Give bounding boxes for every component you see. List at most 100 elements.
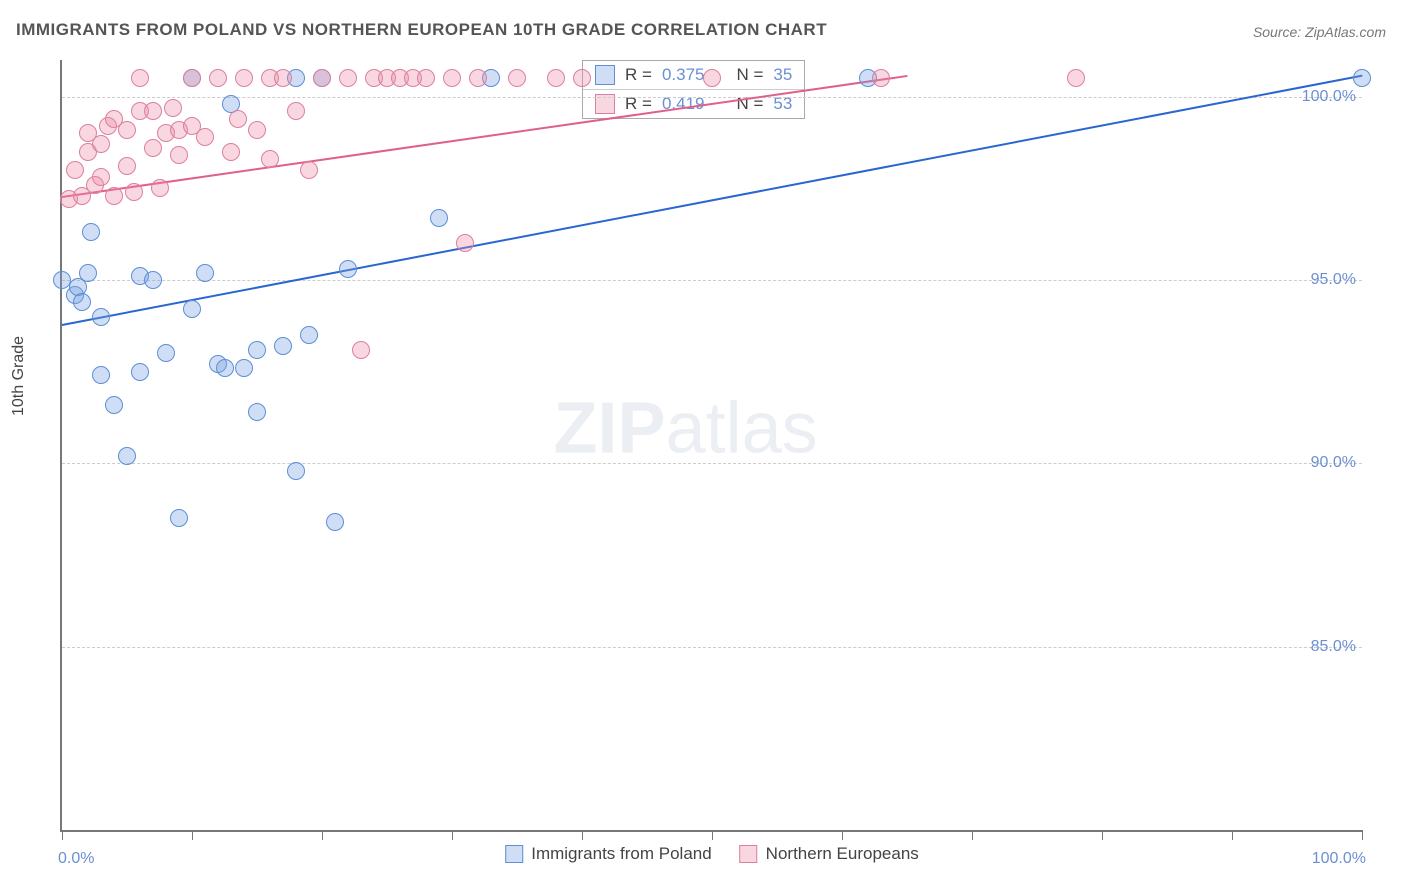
data-point — [151, 179, 169, 197]
data-point — [274, 337, 292, 355]
data-point — [216, 359, 234, 377]
watermark-bold: ZIP — [554, 389, 666, 469]
data-point — [164, 99, 182, 117]
x-tick — [452, 830, 453, 840]
data-point — [469, 69, 487, 87]
gridline — [62, 647, 1362, 648]
data-point — [82, 223, 100, 241]
data-point — [131, 69, 149, 87]
data-point — [209, 69, 227, 87]
x-tick — [972, 830, 973, 840]
legend-item-series2: Northern Europeans — [740, 844, 919, 864]
data-point — [196, 128, 214, 146]
x-tick — [842, 830, 843, 840]
data-point — [300, 161, 318, 179]
data-point — [261, 150, 279, 168]
gridline — [62, 463, 1362, 464]
data-point — [105, 187, 123, 205]
swatch-series1-icon — [505, 845, 523, 863]
legend-label: Immigrants from Poland — [531, 844, 711, 864]
x-tick — [1102, 830, 1103, 840]
y-tick-label: 90.0% — [1311, 454, 1356, 472]
data-point — [118, 121, 136, 139]
x-tick — [1362, 830, 1363, 840]
data-point — [872, 69, 890, 87]
data-point — [157, 344, 175, 362]
data-point — [274, 69, 292, 87]
data-point — [235, 359, 253, 377]
n-label: N = — [736, 65, 763, 85]
data-point — [183, 300, 201, 318]
data-point — [339, 69, 357, 87]
x-tick — [62, 830, 63, 840]
swatch-series1-icon — [595, 65, 615, 85]
data-point — [326, 513, 344, 531]
r-label: R = — [625, 65, 652, 85]
data-point — [92, 308, 110, 326]
data-point — [79, 264, 97, 282]
data-point — [443, 69, 461, 87]
y-tick-label: 100.0% — [1302, 88, 1356, 106]
data-point — [287, 462, 305, 480]
x-tick-label-right: 100.0% — [1312, 850, 1366, 868]
data-point — [1353, 69, 1371, 87]
x-tick — [1232, 830, 1233, 840]
x-tick — [192, 830, 193, 840]
data-point — [144, 271, 162, 289]
data-point — [573, 69, 591, 87]
r-value: 0.375 — [662, 65, 705, 85]
data-point — [417, 69, 435, 87]
data-point — [287, 102, 305, 120]
data-point — [430, 209, 448, 227]
data-point — [183, 69, 201, 87]
data-point — [125, 183, 143, 201]
data-point — [131, 363, 149, 381]
data-point — [92, 135, 110, 153]
data-point — [339, 260, 357, 278]
data-point — [144, 102, 162, 120]
stats-legend-box: R = 0.375 N = 35 R = 0.419 N = 53 — [582, 60, 805, 119]
y-tick-label: 95.0% — [1311, 271, 1356, 289]
legend-item-series1: Immigrants from Poland — [505, 844, 711, 864]
watermark-light: atlas — [666, 389, 818, 469]
data-point — [229, 110, 247, 128]
swatch-series2-icon — [740, 845, 758, 863]
data-point — [300, 326, 318, 344]
data-point — [118, 157, 136, 175]
x-tick — [712, 830, 713, 840]
data-point — [118, 447, 136, 465]
data-point — [92, 168, 110, 186]
data-point — [248, 341, 266, 359]
trend-line — [62, 75, 907, 198]
data-point — [547, 69, 565, 87]
data-point — [196, 264, 214, 282]
y-tick-label: 85.0% — [1311, 638, 1356, 656]
x-tick — [582, 830, 583, 840]
data-point — [170, 509, 188, 527]
data-point — [248, 403, 266, 421]
data-point — [66, 161, 84, 179]
data-point — [222, 143, 240, 161]
data-point — [248, 121, 266, 139]
stats-row-series1: R = 0.375 N = 35 — [583, 61, 804, 90]
data-point — [73, 293, 91, 311]
data-point — [352, 341, 370, 359]
data-point — [1067, 69, 1085, 87]
y-axis-label: 10th Grade — [10, 336, 28, 416]
data-point — [92, 366, 110, 384]
watermark: ZIPatlas — [554, 388, 818, 470]
n-value: 35 — [773, 65, 792, 85]
plot-area: ZIPatlas R = 0.375 N = 35 R = 0.419 N = … — [60, 60, 1362, 832]
data-point — [144, 139, 162, 157]
data-point — [456, 234, 474, 252]
x-tick-label-left: 0.0% — [58, 850, 94, 868]
data-point — [508, 69, 526, 87]
data-point — [105, 396, 123, 414]
data-point — [170, 146, 188, 164]
data-point — [703, 69, 721, 87]
gridline — [62, 97, 1362, 98]
data-point — [313, 69, 331, 87]
chart-title: IMMIGRANTS FROM POLAND VS NORTHERN EUROP… — [16, 20, 827, 40]
source-label: Source: ZipAtlas.com — [1253, 24, 1386, 40]
legend-label: Northern Europeans — [766, 844, 919, 864]
